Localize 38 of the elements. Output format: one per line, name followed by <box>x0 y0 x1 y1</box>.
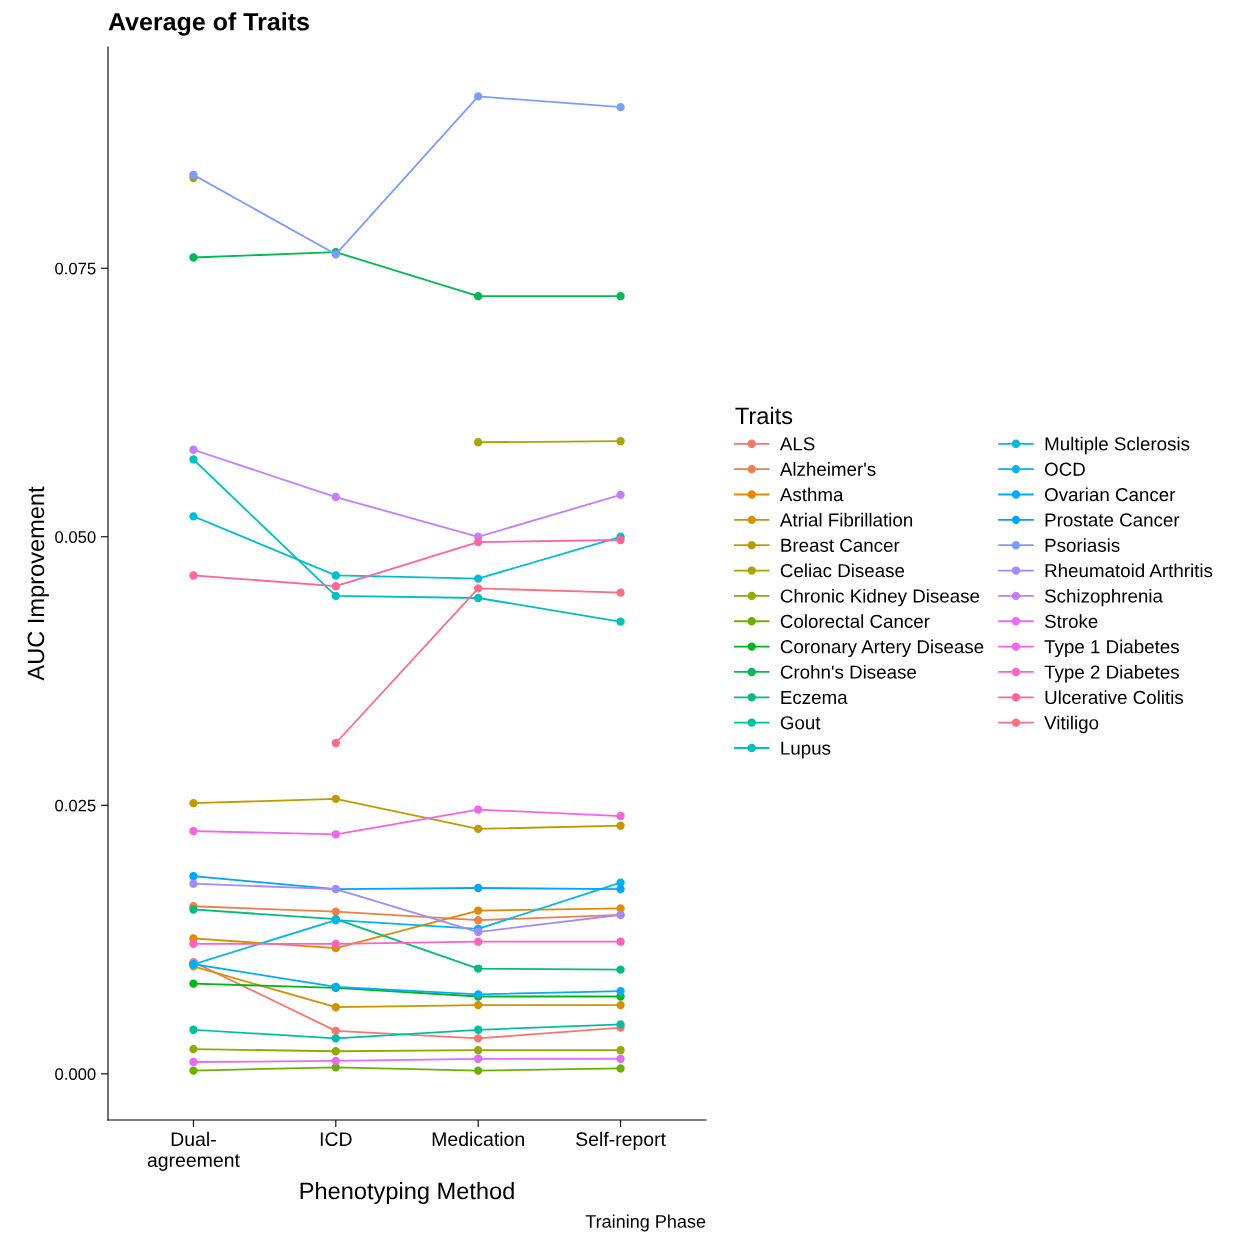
y-tick-label: 0.050 <box>55 531 96 543</box>
x-axis-title: Phenotyping Method <box>300 1181 514 1204</box>
y-axis-title: AUC Improvement <box>27 486 49 681</box>
x-tick-label: Self-report <box>576 1131 666 1150</box>
y-tick-label: 0.075 <box>55 262 96 275</box>
legend-label: Ovarian Cancer <box>1045 487 1176 502</box>
chart-title: Average of Traits <box>108 12 309 36</box>
legend-label: Schizophrenia <box>1044 588 1163 607</box>
legend-label: Alzheimer's <box>779 462 876 476</box>
legend-label: OCD <box>1045 462 1085 476</box>
y-tick-label: 0.025 <box>55 799 96 812</box>
legend-label: Stroke <box>1044 614 1098 629</box>
legend-label: Asthma <box>779 487 844 502</box>
legend-label: Gout <box>780 716 821 730</box>
legend-label: Vitiligo <box>1044 715 1099 734</box>
text: Training Phase <box>585 1214 706 1232</box>
y-tick-label: 0.000 <box>55 1068 96 1081</box>
legend-label: Eczema <box>781 690 848 705</box>
legend-label: Chronic Kidney Disease <box>780 588 980 607</box>
legend-label: Breast Cancer <box>781 538 900 552</box>
x-tick-label: Medication <box>432 1131 524 1147</box>
legend-label: Coronary Artery Disease <box>780 639 984 658</box>
legend-label: Type 1 Diabetes <box>1044 639 1179 658</box>
legend-label: Atrial Fibrillation <box>779 512 913 527</box>
legend-label: Celiac Disease <box>780 563 905 578</box>
legend-label: ALS <box>779 437 815 451</box>
legend-label: Lupus <box>781 741 831 759</box>
legend-title: Traits <box>735 406 793 425</box>
legend-label: Multiple Sclerosis <box>1045 436 1190 455</box>
legend-label: Crohn's Disease <box>780 664 917 679</box>
legend-label: Psoriasis <box>1045 538 1120 552</box>
x-tick-label: ICD <box>320 1132 352 1147</box>
legend-label: Rheumatoid Arthritis <box>1045 563 1213 578</box>
legend-label: Prostate Cancer <box>1045 513 1180 527</box>
legend-label: Ulcerative Colitis <box>1045 690 1184 705</box>
legend-label: Colorectal Cancer <box>780 614 930 629</box>
x-tick-label: Dual- agreement <box>147 1131 240 1171</box>
legend-label: Type 2 Diabetes <box>1044 664 1179 683</box>
